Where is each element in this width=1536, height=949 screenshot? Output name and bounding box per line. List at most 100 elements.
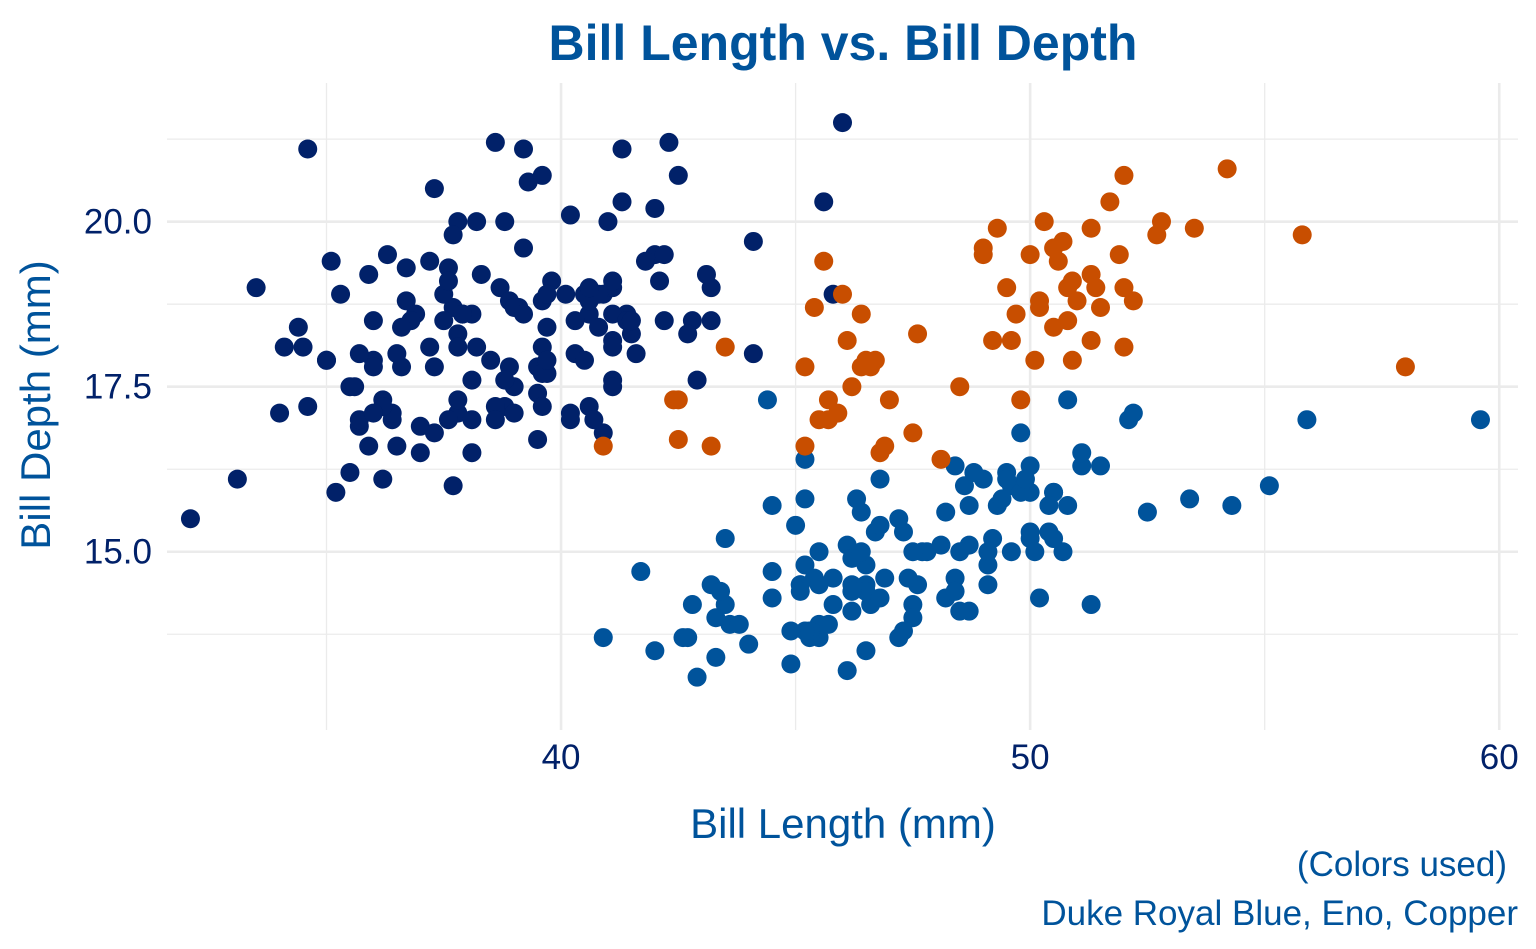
- data-point: [579, 278, 599, 298]
- data-point: [1025, 542, 1045, 562]
- data-point: [711, 581, 731, 601]
- data-point: [1015, 469, 1035, 489]
- data-point: [593, 436, 613, 456]
- data-point: [565, 311, 585, 331]
- data-point: [377, 245, 397, 265]
- x-tick-label: 40: [542, 738, 581, 777]
- data-point: [1114, 337, 1134, 357]
- x-tick-label: 50: [1011, 738, 1050, 777]
- data-point: [762, 588, 782, 608]
- data-point: [589, 317, 609, 337]
- data-point: [298, 397, 318, 416]
- data-point: [1151, 212, 1171, 232]
- data-point: [363, 403, 383, 423]
- data-point: [1470, 410, 1490, 430]
- data-point: [593, 423, 613, 443]
- data-point: [396, 258, 416, 278]
- data-point: [1030, 297, 1050, 317]
- data-point: [706, 647, 726, 667]
- data-point: [678, 628, 698, 648]
- data-point: [762, 496, 782, 516]
- data-point: [387, 344, 407, 364]
- data-point: [696, 264, 716, 284]
- axis-tick-labels: 40 50 60 15.0 17.5 20.0: [84, 203, 1519, 777]
- data-point: [532, 165, 552, 185]
- data-point: [983, 330, 1003, 350]
- data-point: [903, 595, 923, 615]
- data-point: [1020, 522, 1040, 542]
- data-point: [363, 357, 383, 377]
- data-point: [410, 416, 430, 436]
- data-point: [1086, 278, 1106, 298]
- data-point: [349, 410, 369, 430]
- data-point: [898, 568, 918, 588]
- data-point: [270, 403, 290, 423]
- caption-line-2: Duke Royal Blue, Eno, Copper: [1041, 894, 1518, 933]
- data-point: [396, 291, 416, 311]
- data-point: [837, 661, 857, 681]
- data-point: [814, 251, 834, 271]
- data-point: [818, 390, 838, 410]
- data-point: [326, 482, 346, 502]
- data-point: [392, 317, 412, 337]
- data-point: [1217, 159, 1237, 179]
- data-point: [987, 218, 1007, 238]
- data-point: [612, 139, 632, 159]
- data-point: [833, 284, 852, 304]
- data-point: [889, 628, 909, 648]
- data-point: [612, 192, 632, 212]
- data-point: [438, 271, 458, 291]
- data-point: [1297, 410, 1317, 430]
- data-point: [879, 390, 899, 410]
- data-point: [818, 410, 838, 430]
- data-point: [359, 436, 379, 456]
- data-point: [997, 278, 1017, 298]
- data-point: [978, 575, 998, 595]
- data-point: [762, 562, 782, 582]
- data-point: [434, 311, 454, 331]
- data-point: [743, 231, 763, 251]
- data-point: [889, 509, 909, 529]
- data-point: [809, 542, 829, 562]
- data-point: [729, 614, 749, 634]
- data-point: [1053, 542, 1073, 562]
- data-point: [1123, 403, 1143, 423]
- data-point: [528, 430, 548, 450]
- data-point: [1109, 245, 1129, 265]
- data-point: [715, 529, 735, 549]
- data-point: [1292, 225, 1312, 245]
- data-point: [931, 535, 951, 555]
- data-point: [1020, 245, 1040, 265]
- data-point: [495, 212, 515, 232]
- data-point: [514, 304, 534, 324]
- data-point: [804, 297, 824, 317]
- data-point: [1044, 317, 1064, 337]
- data-point: [560, 205, 580, 225]
- data-point: [453, 304, 473, 324]
- data-point: [795, 555, 815, 575]
- data-point: [1081, 595, 1101, 615]
- y-axis-title: Bill Depth (mm): [12, 260, 59, 549]
- data-point: [1011, 423, 1031, 443]
- x-tick-label: 60: [1480, 738, 1519, 777]
- data-point: [462, 370, 482, 390]
- data-point: [978, 542, 998, 562]
- data-point: [645, 198, 665, 218]
- data-point: [485, 132, 505, 152]
- data-point: [682, 595, 702, 615]
- data-point: [931, 449, 951, 469]
- data-point: [706, 608, 726, 628]
- data-point: [579, 304, 599, 324]
- data-point: [1100, 192, 1120, 212]
- data-point: [668, 390, 688, 410]
- data-point: [448, 324, 468, 344]
- data-point: [514, 238, 534, 258]
- y-tick-label: 15.0: [84, 533, 152, 572]
- data-point: [1091, 297, 1111, 317]
- data-point: [180, 509, 200, 529]
- grid-lines: [167, 83, 1518, 730]
- data-point: [739, 634, 759, 654]
- data-point: [1184, 218, 1204, 238]
- data-point: [809, 575, 829, 595]
- data-point: [1180, 489, 1200, 509]
